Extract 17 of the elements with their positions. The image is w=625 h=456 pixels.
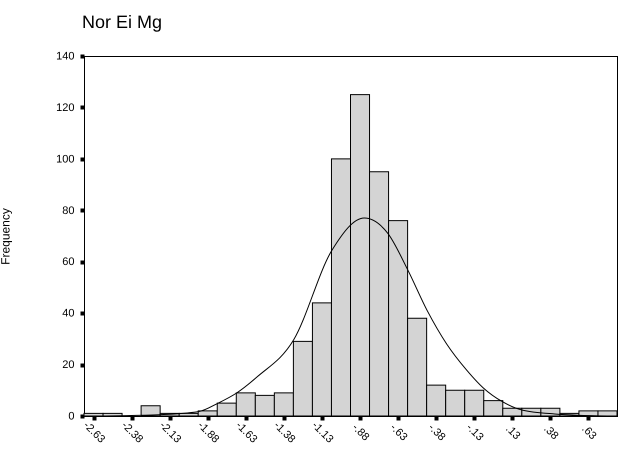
x-tick-label: -.63 bbox=[388, 422, 410, 444]
y-tick-label: 120 bbox=[56, 102, 74, 114]
y-axis-title: Frequency bbox=[0, 208, 12, 265]
x-tick-label: -.13 bbox=[464, 422, 486, 444]
y-tick-label: 60 bbox=[62, 256, 74, 268]
y-tick-label: 0 bbox=[68, 410, 74, 422]
x-tick-label: .38 bbox=[541, 422, 561, 442]
x-tick-label: .13 bbox=[503, 422, 522, 442]
x-tick-label: -.38 bbox=[426, 422, 448, 444]
y-tick-label: 80 bbox=[62, 204, 74, 217]
x-tick-label: -.88 bbox=[350, 422, 372, 444]
y-tick-label: 100 bbox=[56, 153, 74, 166]
y-tick-label: 40 bbox=[62, 308, 74, 320]
y-tick-label: 140 bbox=[56, 50, 74, 62]
chart-title: Nor Ei Mg bbox=[82, 12, 162, 32]
y-tick-label: 20 bbox=[62, 359, 74, 372]
x-tick-label: .63 bbox=[579, 422, 599, 442]
